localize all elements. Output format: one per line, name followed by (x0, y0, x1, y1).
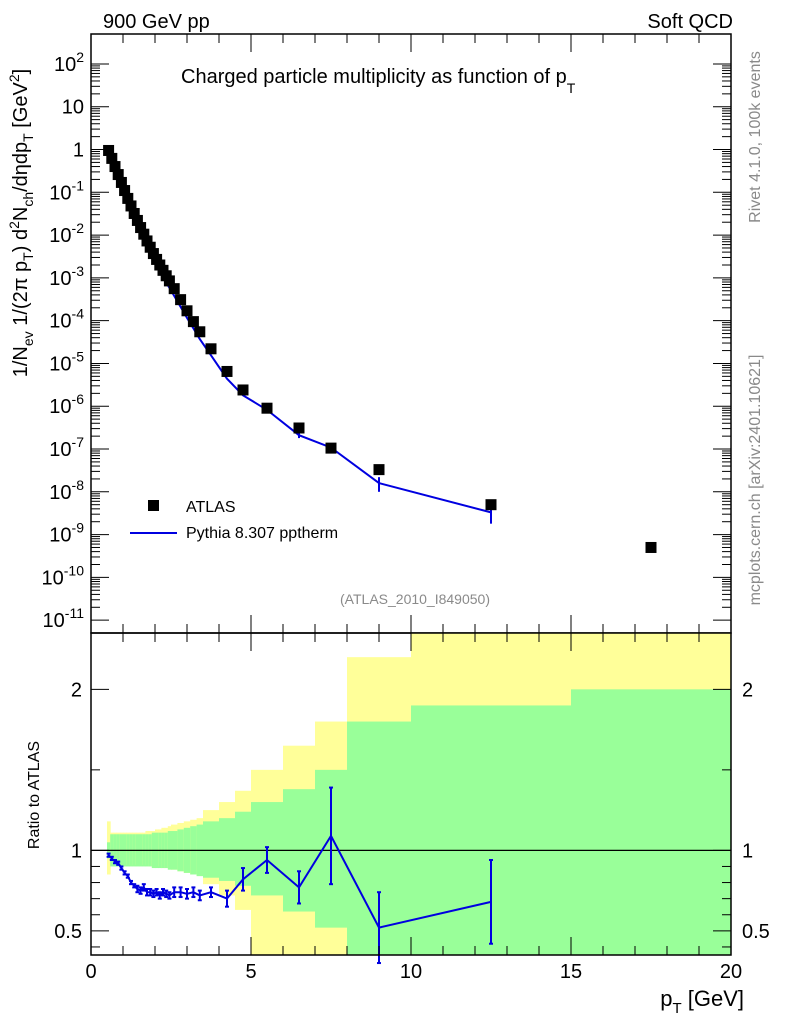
atlas-data-point (187, 316, 199, 328)
y-tick-label: 10-10 (42, 562, 85, 589)
ratio-plot-panel: 0.5 0.51 12 20 5 10 15 20 Ratio to ATLAS pT [Ge… (26, 632, 770, 1017)
atlas-data-point (131, 214, 143, 226)
ratio-band-inner (219, 818, 236, 881)
atlas-data-point (261, 402, 273, 414)
ratio-band-inner (235, 811, 252, 886)
y-tick-label: 10-2 (49, 220, 84, 247)
atlas-data-point (147, 248, 159, 260)
legend-label-pythia: Pythia 8.307 pptherm (186, 525, 338, 542)
side-label-source: mcplots.cern.ch [arXiv:2401.10621] (747, 355, 764, 606)
ratio-y-tick-label: 2 (71, 679, 82, 701)
atlas-data-point (115, 176, 127, 188)
ratio-y-axis-label: Ratio to ATLAS (26, 741, 43, 849)
atlas-data-point (181, 305, 193, 317)
y-tick-label: 10-5 (49, 348, 84, 375)
x-tick-label: 5 (245, 961, 256, 983)
atlas-data-point (293, 422, 305, 434)
main-plot-frame (90, 33, 732, 634)
atlas-data-point (103, 144, 115, 156)
y-tick-label: 1 (73, 140, 84, 162)
side-label-version: Rivet 4.1.0, 100k events (747, 51, 764, 223)
atlas-data-point (194, 326, 206, 338)
atlas-data-point (138, 228, 150, 240)
atlas-data-point (128, 207, 140, 219)
ratio-band-inner (571, 689, 732, 955)
y-tick-label: 102 (54, 49, 84, 76)
y-tick-label: 10-8 (49, 477, 84, 504)
x-tick-label: 10 (400, 961, 422, 983)
atlas-data-point (221, 365, 233, 377)
atlas-data-point (141, 235, 153, 247)
ratio-band-inner (203, 821, 220, 878)
atlas-data-point (168, 283, 180, 295)
y-tick-label: 10-3 (49, 263, 84, 290)
y-tick-label: 10-9 (49, 520, 84, 547)
y-tick-label: 10-11 (43, 605, 85, 632)
analysis-id: (ATLAS_2010_I849050) (340, 591, 490, 607)
plot-title: Charged particle multiplicity as functio… (181, 66, 576, 96)
atlas-data-point (106, 152, 118, 164)
ratio-y-tick-label-right: 2 (742, 679, 753, 701)
atlas-data-point (237, 384, 249, 396)
legend-marker-atlas (148, 500, 159, 511)
header-left: 900 GeV pp (103, 11, 210, 33)
atlas-data-point (205, 343, 217, 355)
x-tick-label: 15 (560, 961, 582, 983)
ratio-y-tick-label: 0.5 (54, 921, 82, 943)
pythia-curve (107, 150, 492, 514)
y-tick-label: 10-6 (49, 391, 84, 418)
atlas-data-point (144, 241, 156, 253)
atlas-data-point (109, 161, 121, 173)
atlas-data-point (151, 253, 163, 265)
header-right: Soft QCD (647, 11, 733, 33)
atlas-data-point (373, 464, 385, 476)
x-tick-label: 0 (85, 961, 96, 983)
x-axis-label: pT [GeV] (660, 986, 744, 1017)
y-tick-label: 10-7 (49, 434, 84, 461)
ratio-y-tick-label: 1 (71, 840, 82, 862)
atlas-data-point (325, 442, 337, 454)
atlas-data-point (125, 200, 137, 212)
atlas-data-point (122, 192, 134, 204)
y-tick-label: 10-4 (49, 306, 84, 333)
ratio-y-tick-label-right: 0.5 (742, 921, 770, 943)
y-tick-label: 10 (62, 97, 84, 119)
legend: ATLAS Pythia 8.307 pptherm (130, 499, 338, 542)
x-tick-label: 20 (720, 961, 742, 983)
atlas-data-point (163, 275, 175, 287)
atlas-data-point (112, 169, 124, 181)
atlas-data-point (645, 541, 657, 553)
atlas-data-point (175, 294, 187, 306)
y-axis-label: 1/Nev 1/(2π pT) d2Nch/dηdpT [GeV2] (6, 69, 36, 378)
atlas-data-point (135, 222, 147, 234)
atlas-data-point (485, 499, 497, 511)
atlas-data-point (119, 185, 131, 197)
y-tick-label: 10-1 (49, 177, 84, 204)
legend-label-atlas: ATLAS (186, 499, 236, 516)
main-plot-panel: 10-1110-1010-910-810-710-610-510-410-310… (6, 33, 732, 634)
ratio-y-tick-label-right: 1 (742, 840, 753, 862)
